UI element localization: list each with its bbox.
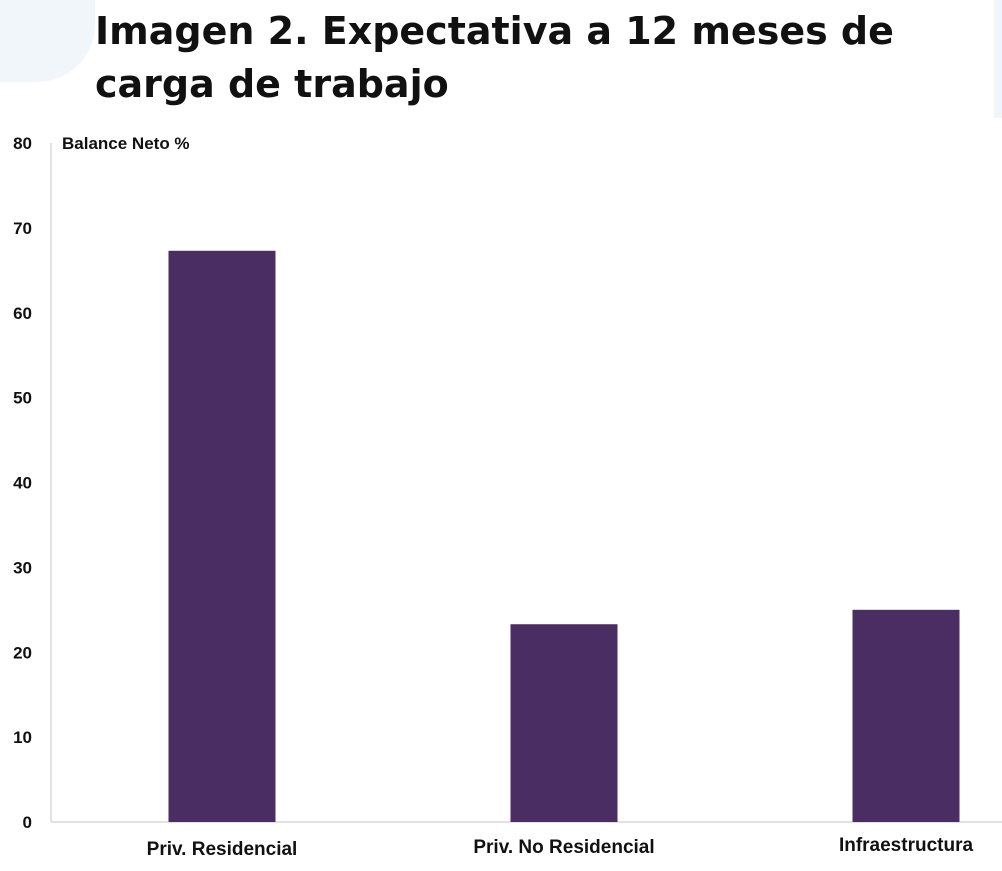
x-tick-label: Priv. No Residencial — [473, 837, 654, 858]
y-tick-label: 10 — [13, 728, 32, 747]
bar — [168, 250, 276, 822]
y-axis-label: Balance Neto % — [62, 134, 190, 153]
y-tick-label: 80 — [13, 134, 32, 153]
y-tick-label: 20 — [13, 643, 32, 662]
y-tick-label: 30 — [13, 558, 32, 577]
bar — [510, 624, 618, 822]
x-tick-label: Priv. Residencial — [147, 839, 298, 860]
y-tick-label: 70 — [13, 219, 32, 238]
y-tick-label: 40 — [13, 474, 32, 493]
bars — [168, 250, 960, 822]
y-tick-label: 50 — [13, 389, 32, 408]
x-tick-labels: Priv. Residencial Priv. No Residencial Inf… — [147, 835, 974, 860]
x-tick-label: Infraestructura — [839, 835, 974, 856]
y-tick-label: 0 — [23, 813, 32, 832]
y-tick-label: 60 — [13, 304, 32, 323]
chart-title: Imagen 2. Expectativa a 12 meses de carg… — [95, 9, 894, 106]
bar — [852, 609, 960, 822]
background-edge — [994, 0, 1002, 118]
y-tick-labels: 0 10 20 30 40 50 60 70 80 — [13, 134, 32, 832]
